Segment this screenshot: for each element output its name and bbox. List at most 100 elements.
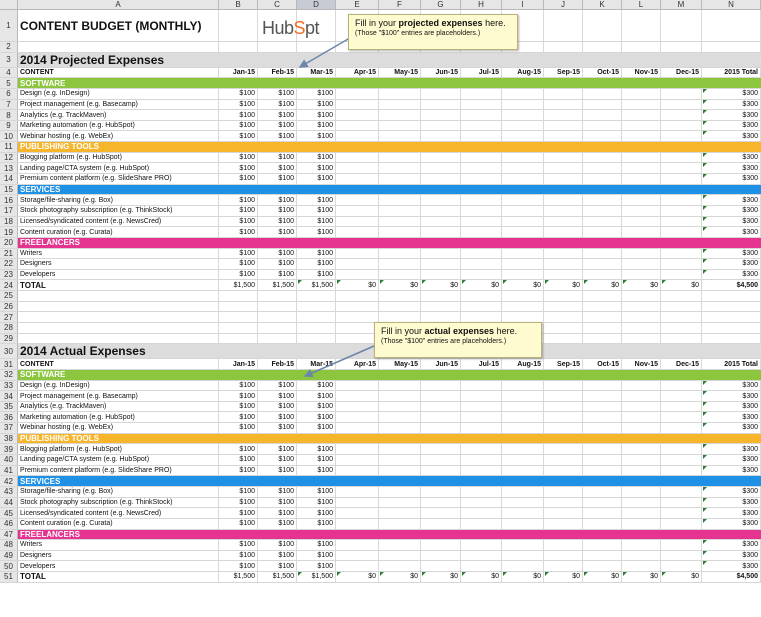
section-header[interactable]: FREELANCERS	[20, 238, 81, 248]
month-value-cell[interactable]	[502, 518, 544, 529]
row-header-33[interactable]: 33	[0, 380, 18, 391]
line-item-label[interactable]: Stock photography subscription (e.g. Thi…	[18, 205, 219, 216]
month-value-cell[interactable]	[421, 518, 461, 529]
year-total-cell[interactable]: $300	[702, 391, 761, 401]
month-value-cell[interactable]: $100	[297, 391, 336, 401]
month-value-cell[interactable]	[502, 401, 544, 412]
month-value-cell[interactable]	[421, 540, 461, 550]
month-value-cell[interactable]	[502, 486, 544, 497]
month-value-cell[interactable]	[421, 259, 461, 269]
month-value-cell[interactable]	[502, 216, 544, 227]
block-heading[interactable]: 2014 Actual Expenses	[20, 344, 146, 359]
year-total-cell[interactable]: $300	[702, 518, 761, 529]
month-value-cell[interactable]	[379, 205, 421, 216]
month-value-cell[interactable]	[421, 99, 461, 110]
row-header-1[interactable]: 1	[0, 10, 18, 41]
row-header-48[interactable]: 48	[0, 540, 18, 550]
month-value-cell[interactable]	[661, 110, 702, 120]
month-value-cell[interactable]: $100	[219, 412, 258, 423]
month-value-cell[interactable]	[583, 259, 622, 269]
month-header[interactable]: Apr-15	[336, 359, 379, 369]
empty-cell[interactable]	[219, 333, 258, 344]
month-value-cell[interactable]	[622, 540, 661, 550]
line-item-label[interactable]: Analytics (e.g. TrackMaven)	[18, 110, 219, 120]
month-value-cell[interactable]	[379, 391, 421, 401]
month-value-cell[interactable]	[336, 131, 379, 142]
empty-cell[interactable]	[219, 323, 258, 333]
section-header[interactable]: FREELANCERS	[20, 529, 81, 539]
month-value-cell[interactable]	[336, 174, 379, 184]
month-value-cell[interactable]	[583, 497, 622, 508]
month-value-cell[interactable]	[583, 391, 622, 401]
year-total-cell[interactable]: $300	[702, 227, 761, 237]
month-value-cell[interactable]	[661, 205, 702, 216]
month-value-cell[interactable]	[336, 88, 379, 99]
month-value-cell[interactable]: $100	[297, 269, 336, 280]
month-value-cell[interactable]	[379, 88, 421, 99]
month-value-cell[interactable]	[379, 99, 421, 110]
month-value-cell[interactable]: $100	[258, 391, 297, 401]
empty-cell[interactable]	[219, 312, 258, 322]
empty-cell[interactable]	[661, 42, 702, 52]
month-value-cell[interactable]: $100	[297, 423, 336, 433]
month-value-cell[interactable]	[583, 380, 622, 391]
select-all-corner[interactable]	[0, 0, 18, 10]
month-value-cell[interactable]: $100	[258, 508, 297, 518]
line-item-label[interactable]: Analytics (e.g. TrackMaven)	[18, 401, 219, 412]
row-header-7[interactable]: 7	[0, 99, 18, 110]
month-value-cell[interactable]	[421, 508, 461, 518]
month-value-cell[interactable]: $100	[297, 455, 336, 465]
month-value-cell[interactable]: $100	[258, 550, 297, 561]
month-value-cell[interactable]	[502, 444, 544, 455]
empty-cell[interactable]	[502, 42, 544, 52]
month-value-cell[interactable]	[622, 205, 661, 216]
month-value-cell[interactable]: $100	[219, 163, 258, 174]
month-value-cell[interactable]	[661, 497, 702, 508]
month-value-cell[interactable]	[461, 465, 502, 476]
empty-cell[interactable]	[583, 301, 622, 312]
empty-cell[interactable]	[622, 312, 661, 322]
month-value-cell[interactable]	[661, 269, 702, 280]
month-value-cell[interactable]	[379, 152, 421, 163]
month-value-cell[interactable]	[461, 163, 502, 174]
month-value-cell[interactable]: $100	[297, 195, 336, 205]
month-value-cell[interactable]: $100	[258, 99, 297, 110]
year-total-cell[interactable]: $300	[702, 508, 761, 518]
content-header[interactable]: CONTENT	[18, 67, 219, 78]
month-value-cell[interactable]	[583, 110, 622, 120]
section-header[interactable]: PUBLISHING TOOLS	[20, 434, 99, 444]
empty-cell[interactable]	[702, 10, 761, 41]
month-value-cell[interactable]	[583, 561, 622, 572]
month-value-cell[interactable]: $100	[219, 561, 258, 572]
column-header-c[interactable]: C	[258, 0, 297, 10]
month-value-cell[interactable]: $100	[297, 248, 336, 259]
month-value-cell[interactable]	[583, 540, 622, 550]
row-header-22[interactable]: 22	[0, 259, 18, 269]
month-value-cell[interactable]: $100	[258, 152, 297, 163]
month-value-cell[interactable]	[461, 216, 502, 227]
month-value-cell[interactable]	[544, 465, 583, 476]
line-item-label[interactable]: Blogging platform (e.g. HubSpot)	[18, 444, 219, 455]
line-item-label[interactable]: Landing page/CTA system (e.g. HubSpot)	[18, 163, 219, 174]
month-value-cell[interactable]: $100	[258, 110, 297, 120]
month-value-cell[interactable]	[461, 131, 502, 142]
empty-cell[interactable]	[583, 323, 622, 333]
empty-cell[interactable]	[544, 312, 583, 322]
month-value-cell[interactable]	[336, 216, 379, 227]
empty-cell[interactable]	[336, 333, 379, 344]
month-value-cell[interactable]	[661, 259, 702, 269]
month-value-cell[interactable]	[583, 227, 622, 237]
month-value-cell[interactable]	[336, 444, 379, 455]
month-value-cell[interactable]	[661, 423, 702, 433]
month-value-cell[interactable]	[461, 99, 502, 110]
month-value-cell[interactable]: $100	[219, 401, 258, 412]
line-item-label[interactable]: Blogging platform (e.g. HubSpot)	[18, 152, 219, 163]
year-total-cell[interactable]: $300	[702, 540, 761, 550]
month-value-cell[interactable]	[379, 423, 421, 433]
month-value-cell[interactable]	[461, 423, 502, 433]
month-value-cell[interactable]	[661, 227, 702, 237]
column-header-k[interactable]: K	[583, 0, 622, 10]
month-value-cell[interactable]: $100	[297, 401, 336, 412]
row-header-13[interactable]: 13	[0, 163, 18, 174]
